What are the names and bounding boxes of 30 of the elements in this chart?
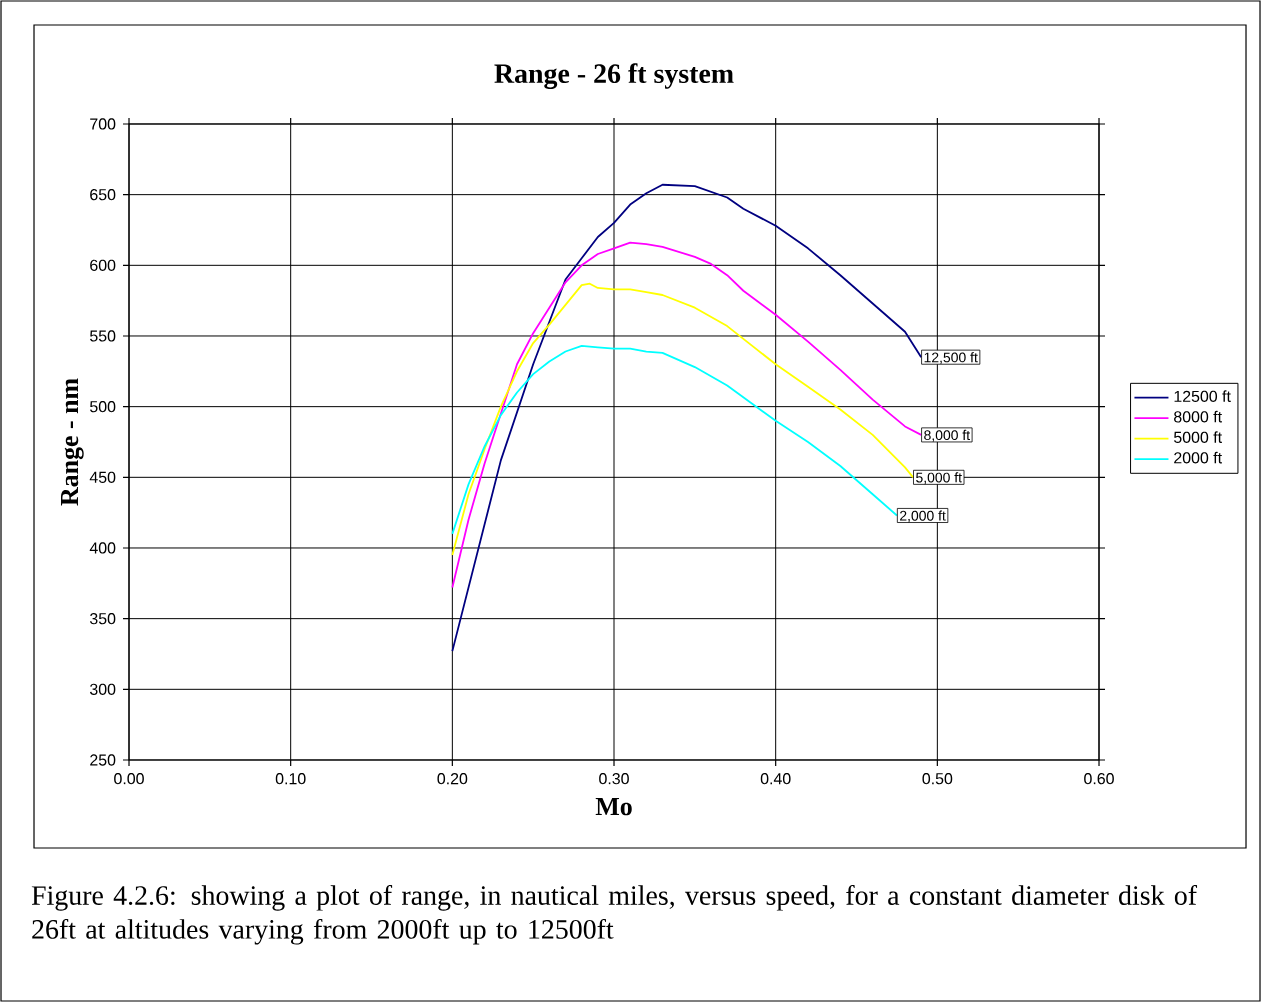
chart-title: Range - 26 ft system xyxy=(494,63,734,89)
x-tick-label: 0.60 xyxy=(1084,773,1114,785)
y-tick-label: 650 xyxy=(90,189,116,201)
legend-label: 2000 ft xyxy=(1174,451,1222,464)
x-tick-label: 0.10 xyxy=(275,773,306,785)
annotation: 12,500 ft xyxy=(924,352,978,365)
x-tick-label: 0.40 xyxy=(760,773,791,785)
legend-label: 8000 ft xyxy=(1174,410,1222,423)
y-tick-label: 400 xyxy=(89,542,116,554)
x-tick-label: 0.50 xyxy=(922,773,953,785)
line-series xyxy=(451,344,898,535)
caption: Figure 4.2.6: showing a plot of range, in nautical miles, versus speed, for a constant diameter disk of 26ft at altitudes varying from 2000ft up to 12500ft xyxy=(31,885,1198,945)
legend-label: 12500 ft xyxy=(1174,390,1231,403)
annotation: 2,000 ft xyxy=(900,510,946,523)
x-axis-title: Mo xyxy=(595,797,632,816)
y-tick-label: 250 xyxy=(90,754,116,766)
y-tick-label: 300 xyxy=(89,683,116,695)
y-tick-label: 450 xyxy=(89,471,116,483)
y-tick-label: 700 xyxy=(90,118,116,130)
y-axis-title: Range - nm xyxy=(61,378,84,506)
y-tick-label: 500 xyxy=(90,401,116,413)
x-tick-label: 0.00 xyxy=(114,773,144,785)
legend-label: 5000 ft xyxy=(1173,431,1222,443)
x-tick-label: 0.20 xyxy=(437,773,468,785)
annotation: 5,000 ft xyxy=(916,472,962,485)
x-tick-label: 0.30 xyxy=(599,773,629,785)
y-tick-label: 600 xyxy=(90,259,116,271)
y-tick-label: 350 xyxy=(89,613,116,625)
y-tick-label: 550 xyxy=(90,330,116,342)
annotation: 8,000 ft xyxy=(924,429,970,442)
